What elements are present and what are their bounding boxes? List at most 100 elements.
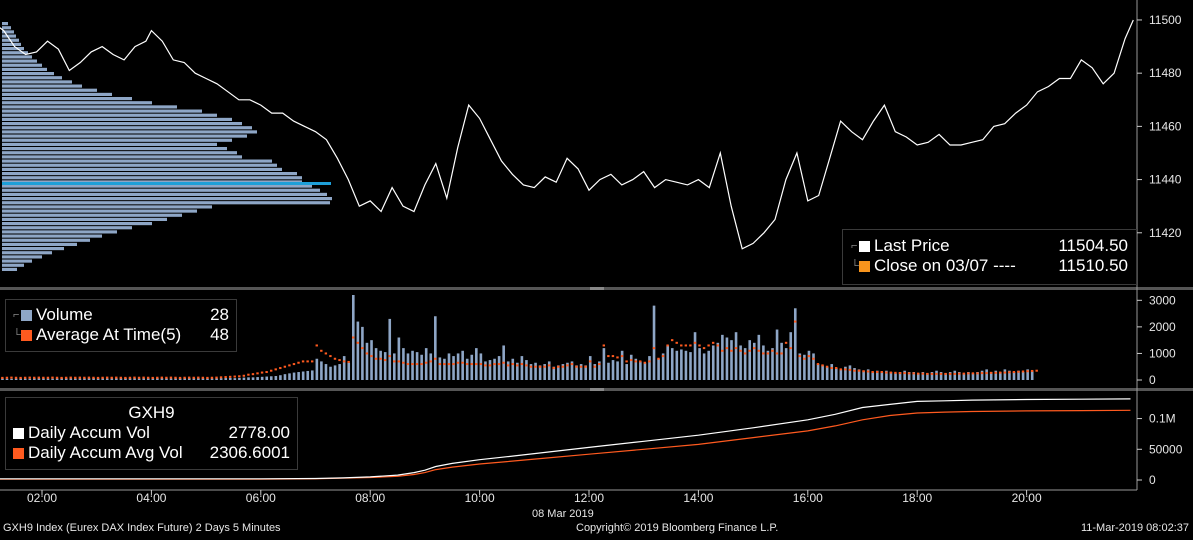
- volume-bar: [443, 358, 446, 380]
- avg-marker: [1026, 370, 1029, 373]
- avg-marker: [625, 360, 628, 363]
- volume-bar: [721, 334, 724, 380]
- volume-bar: [383, 352, 387, 380]
- accum-line: [0, 398, 1131, 480]
- volume-bar: [110, 378, 114, 380]
- profile-bar: [2, 188, 320, 192]
- volume-bar: [292, 372, 296, 380]
- avg-marker: [762, 352, 765, 355]
- avg-marker: [839, 368, 842, 371]
- volume-bar: [69, 378, 73, 380]
- volume-bar: [534, 362, 537, 380]
- avg-marker: [260, 371, 264, 374]
- volume-bar: [64, 378, 68, 380]
- volume-bar: [197, 378, 200, 380]
- avg-marker: [661, 355, 665, 358]
- avg-marker: [183, 376, 186, 379]
- volume-bar: [948, 372, 952, 380]
- avg-marker: [443, 363, 446, 366]
- avg-marker: [853, 369, 856, 372]
- avg-marker: [105, 376, 109, 379]
- volume-bar: [434, 316, 437, 380]
- avg-marker: [493, 363, 496, 366]
- avg-marker: [502, 361, 505, 364]
- volume-bar: [616, 361, 619, 380]
- volume-bar: [675, 350, 679, 380]
- avg-marker: [721, 349, 724, 352]
- avg-marker: [798, 355, 801, 358]
- volume-bar: [178, 378, 182, 380]
- volume-bar: [283, 374, 287, 380]
- volume-bar: [497, 356, 501, 380]
- volume-bar: [994, 370, 998, 380]
- avg-marker: [219, 376, 223, 379]
- volume-bar: [1021, 372, 1025, 380]
- profile-bar: [2, 22, 8, 26]
- volume-bar: [789, 332, 793, 380]
- volume-bar: [210, 378, 214, 380]
- avg-marker: [766, 352, 770, 355]
- volume-bar: [775, 329, 779, 380]
- volume-bar: [844, 366, 847, 380]
- avg-marker: [912, 372, 915, 375]
- volume-bar: [46, 378, 50, 380]
- profile-bar: [2, 259, 32, 263]
- divider-handle-icon: [590, 388, 604, 391]
- volume-bar: [33, 378, 36, 380]
- avg-marker: [92, 376, 95, 379]
- volume-bar: [479, 353, 483, 380]
- volume-bar: [698, 348, 701, 380]
- profile-bar: [2, 159, 272, 163]
- volume-bar: [894, 373, 897, 380]
- profile-bar: [2, 51, 28, 55]
- avg-marker: [994, 371, 997, 374]
- profile-bar: [2, 155, 242, 159]
- volume-bar: [711, 345, 715, 380]
- volume-bar: [762, 345, 765, 380]
- avg-marker: [780, 352, 783, 355]
- avg-value: 48: [210, 325, 229, 344]
- avg-marker: [752, 347, 756, 350]
- volume-bar: [766, 350, 770, 380]
- avg-marker: [921, 372, 924, 375]
- avg-marker: [684, 344, 688, 347]
- avg-marker: [757, 349, 760, 352]
- avg-marker: [488, 364, 492, 367]
- avg-marker: [411, 363, 414, 366]
- avg-marker: [315, 344, 318, 347]
- volume-bar: [716, 342, 720, 380]
- avg-marker: [178, 376, 182, 379]
- profile-bar: [2, 226, 132, 230]
- avg-marker: [871, 371, 874, 374]
- accum-title-row: GXH9: [13, 403, 290, 423]
- legend-row-accum-vol: Daily Accum Vol 2778.00: [13, 423, 290, 443]
- avg-marker: [552, 367, 555, 370]
- volume-bar: [520, 356, 524, 380]
- bracket-icon: ⌐: [13, 309, 20, 321]
- volume-bar: [269, 376, 273, 380]
- volume-bar: [447, 353, 451, 380]
- avg-marker: [880, 371, 883, 374]
- volume-bar: [971, 373, 975, 380]
- avg-marker: [958, 372, 961, 375]
- legend-row-volume: ⌐ Volume 28: [13, 305, 229, 325]
- volume-bar: [260, 376, 264, 380]
- volume-bar: [1017, 370, 1020, 380]
- volume-bar: [730, 340, 733, 380]
- volume-bar: [10, 378, 13, 380]
- avg-marker: [324, 352, 328, 355]
- profile-bar: [2, 67, 47, 71]
- profile-bar: [2, 192, 327, 196]
- white-swatch-icon: [859, 240, 870, 252]
- avg-marker: [1030, 369, 1034, 372]
- volume-bar: [793, 308, 797, 380]
- volume-bar: [146, 378, 150, 380]
- price-tick-label: 11420: [1149, 226, 1182, 240]
- avg-marker: [588, 360, 592, 363]
- white-swatch-icon: [13, 427, 24, 439]
- avg-marker: [64, 376, 68, 379]
- avg-marker: [55, 376, 59, 379]
- avg-marker: [575, 365, 578, 368]
- avg-marker: [251, 373, 255, 376]
- avg-marker: [643, 361, 647, 364]
